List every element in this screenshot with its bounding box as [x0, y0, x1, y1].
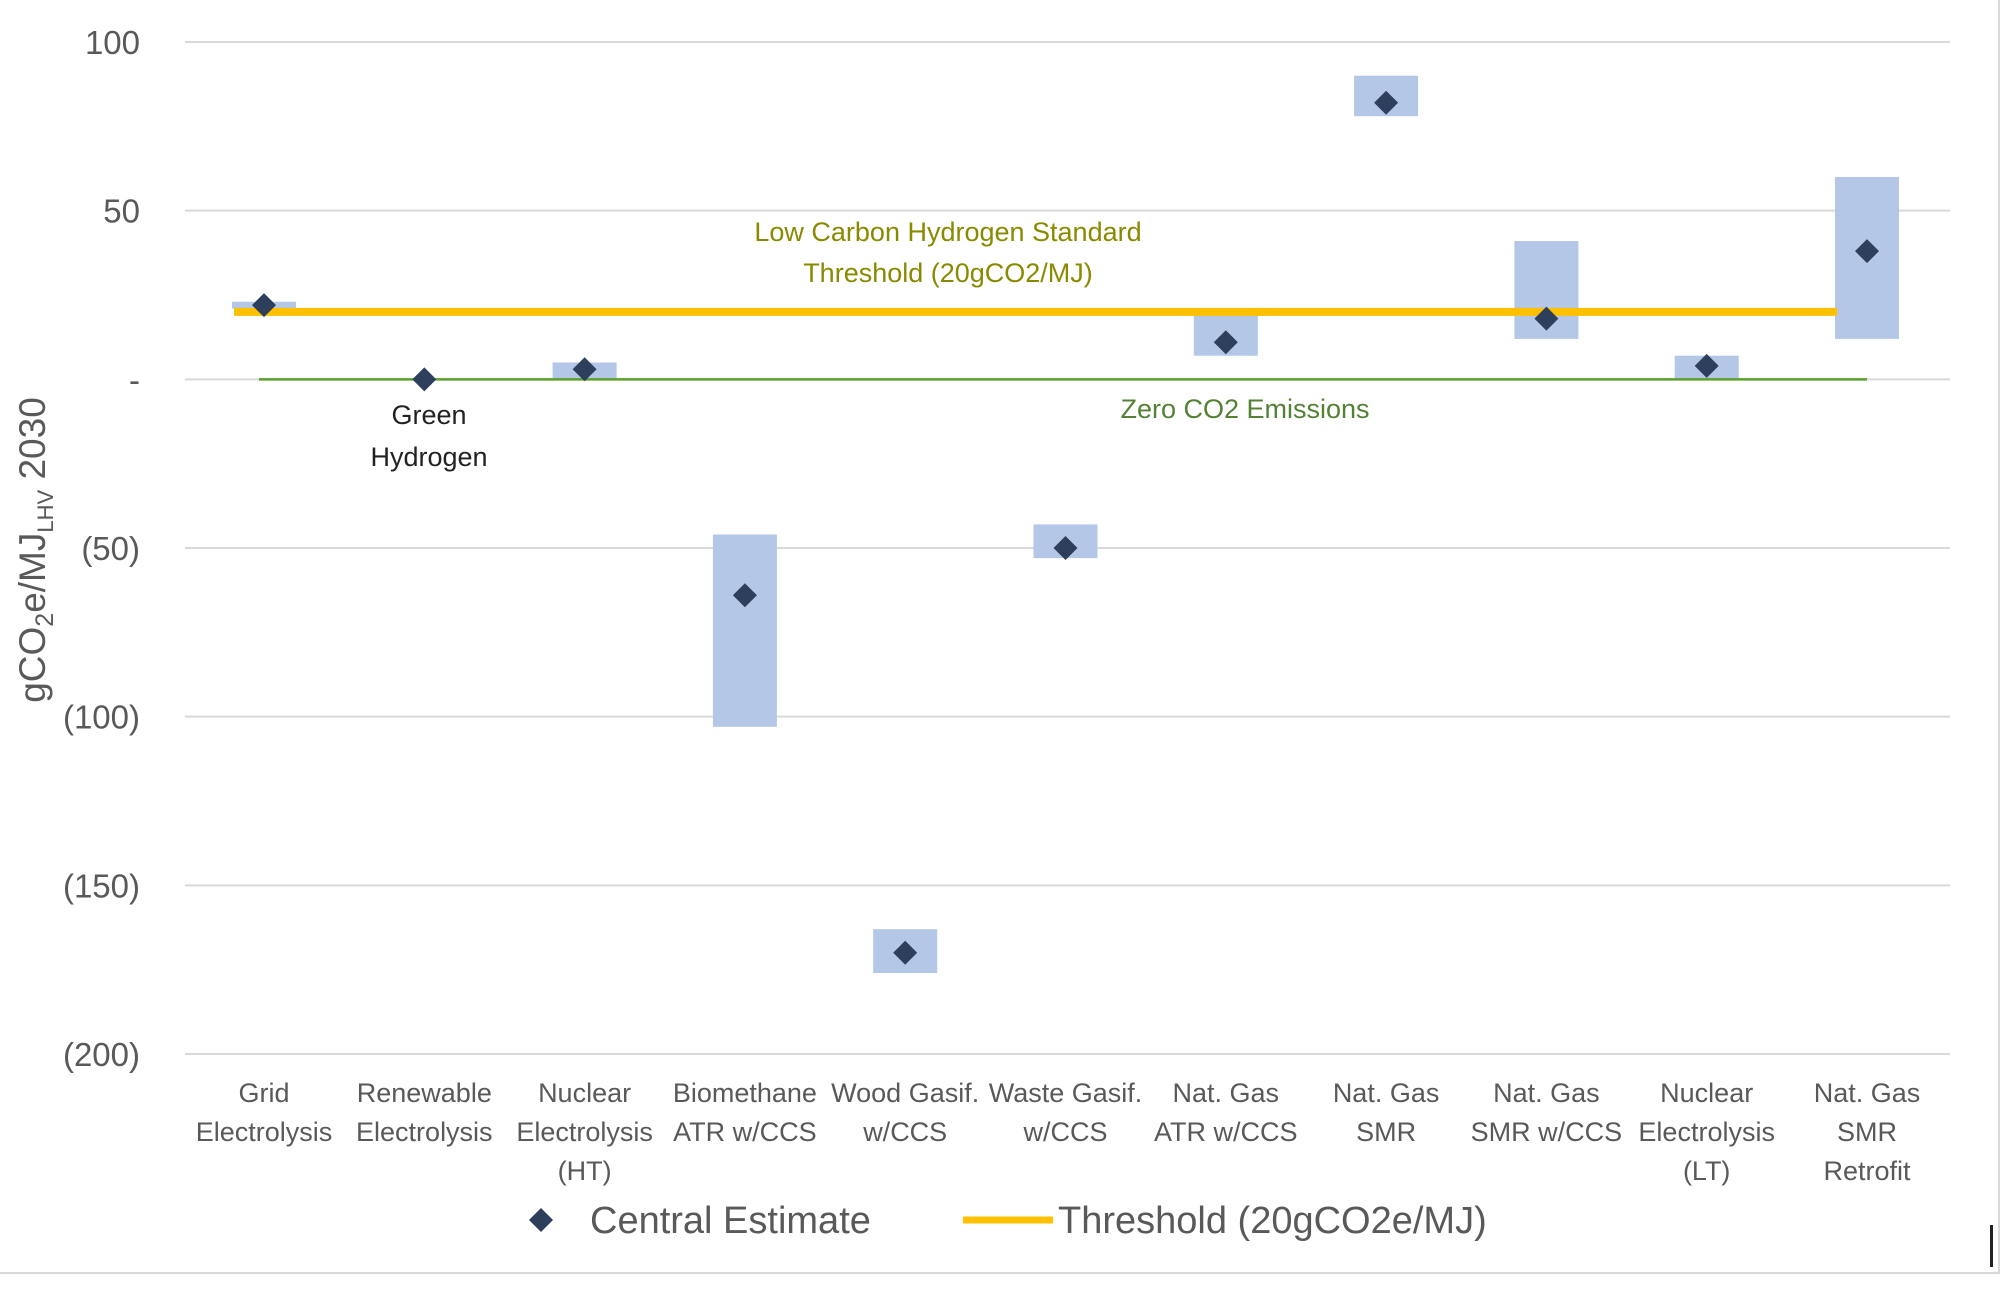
y-axis-title: gCO2e/MJLHV 2030	[12, 397, 59, 703]
y-tick-label: (50)	[81, 530, 140, 567]
category-label: Nat. Gas	[1173, 1078, 1280, 1108]
y-tick-label: 100	[85, 24, 140, 61]
legend-central-estimate-label: Central Estimate	[590, 1200, 871, 1242]
category-label: (LT)	[1683, 1156, 1731, 1186]
category-label: Electrolysis	[516, 1117, 653, 1147]
y-tick-label: -	[129, 361, 140, 398]
central-estimate-point	[572, 357, 597, 382]
category-label: Nuclear	[538, 1078, 631, 1108]
central-estimate-point	[1213, 330, 1238, 355]
category-label: Wood Gasif.	[831, 1078, 979, 1108]
zero-emissions-annotation: Zero CO2 Emissions	[1120, 394, 1369, 424]
category-labels: Grid Electrolysis Renewable Electrolysis Nuc…	[196, 1078, 1921, 1186]
central-estimate-point	[893, 940, 918, 965]
category-label: SMR	[1837, 1117, 1897, 1147]
central-estimate-point	[1053, 536, 1078, 560]
central-estimate-point	[1534, 306, 1559, 331]
category-label: Retrofit	[1823, 1156, 1911, 1186]
legend-diamond-marker	[529, 1208, 553, 1232]
central-estimate-point	[732, 583, 757, 608]
range-bar	[712, 534, 777, 727]
central-estimate-point	[1374, 90, 1399, 115]
category-label: ATR w/CCS	[673, 1117, 817, 1147]
category-label: Nat. Gas	[1333, 1078, 1440, 1108]
category-label: Electrolysis	[196, 1117, 333, 1147]
category-label: Waste Gasif.	[989, 1078, 1143, 1108]
category-label: Nat. Gas	[1493, 1078, 1600, 1108]
category-label: ATR w/CCS	[1154, 1117, 1298, 1147]
central-estimate-points	[252, 90, 1879, 965]
central-estimate-point	[412, 367, 437, 392]
y-tick-label: (100)	[63, 699, 140, 736]
reference-lines	[234, 307, 1867, 381]
category-label: Nuclear	[1660, 1078, 1753, 1108]
category-label: Electrolysis	[356, 1117, 493, 1147]
green-hydrogen-annotation-line2: Hydrogen	[370, 442, 487, 472]
legend-threshold-label: Threshold (20gCO2e/MJ)	[1058, 1200, 1487, 1242]
category-label: w/CCS	[862, 1117, 947, 1147]
green-hydrogen-annotation-line1: Green	[391, 400, 466, 430]
central-estimate-point	[1694, 353, 1719, 378]
category-label: Nat. Gas	[1814, 1078, 1921, 1108]
legend: Central Estimate Threshold (20gCO2e/MJ)	[529, 1200, 1487, 1242]
category-label: Biomethane	[673, 1078, 817, 1108]
category-label: (HT)	[558, 1156, 612, 1186]
category-label: w/CCS	[1022, 1117, 1107, 1147]
category-label: Renewable	[357, 1078, 492, 1108]
category-label: Grid	[238, 1078, 289, 1108]
threshold-annotation-line1: Low Carbon Hydrogen Standard	[754, 217, 1141, 247]
category-label: SMR	[1356, 1117, 1416, 1147]
category-label: SMR w/CCS	[1471, 1117, 1623, 1147]
y-tick-label: 50	[103, 193, 140, 230]
y-tick-label: (150)	[63, 867, 140, 904]
threshold-annotation-line2: Threshold (20gCO2/MJ)	[803, 258, 1093, 288]
y-tick-label: (200)	[63, 1036, 140, 1073]
central-estimate-point	[252, 293, 276, 318]
central-estimate-point	[1855, 239, 1879, 264]
category-label: Electrolysis	[1638, 1117, 1775, 1147]
edge-mark	[1990, 1225, 1993, 1267]
y-tick-labels: 100 50 - (50) (100) (150) (200)	[63, 24, 140, 1073]
